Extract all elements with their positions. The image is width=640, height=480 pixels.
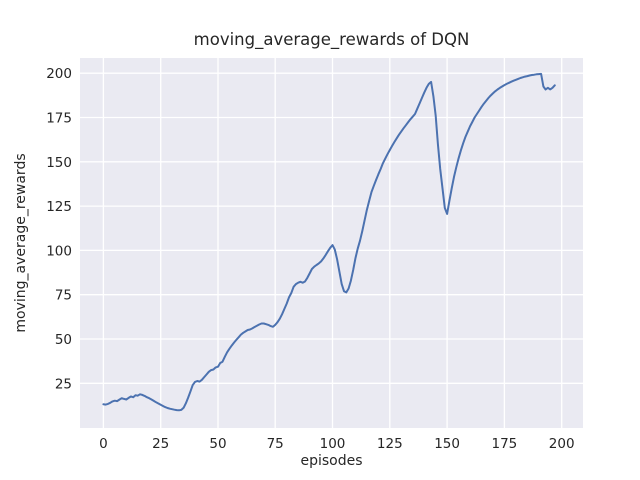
x-tick-label: 0: [99, 436, 108, 452]
y-tick-label: 75: [55, 288, 72, 304]
x-tick-label: 125: [377, 436, 403, 452]
x-tick-label: 200: [549, 436, 575, 452]
reward-line: [102, 72, 556, 412]
y-tick-label: 125: [46, 199, 72, 215]
grid: [80, 58, 583, 428]
x-axis-label: episodes: [300, 453, 362, 469]
plot-area-background: [80, 58, 583, 428]
y-tick-label: 25: [55, 376, 72, 392]
x-tick-labels: 0 25 50 75 100 125 150 175 200: [99, 436, 574, 452]
y-tick-label: 100: [46, 243, 72, 259]
y-axis-label: moving_average_rewards: [13, 153, 29, 332]
x-tick-label: 150: [434, 436, 460, 452]
x-tick-label: 75: [267, 436, 284, 452]
x-tick-label: 50: [209, 436, 226, 452]
y-tick-labels: 25 50 75 100 125 150 175 200: [46, 66, 72, 392]
x-tick-label: 175: [492, 436, 518, 452]
x-tick-label: 25: [152, 436, 169, 452]
y-tick-label: 175: [46, 111, 72, 127]
chart-title: moving_average_rewards of DQN: [194, 30, 470, 50]
y-tick-label: 150: [46, 155, 72, 171]
y-tick-label: 50: [55, 332, 72, 348]
y-tick-label: 200: [46, 66, 72, 82]
x-tick-label: 100: [320, 436, 346, 452]
